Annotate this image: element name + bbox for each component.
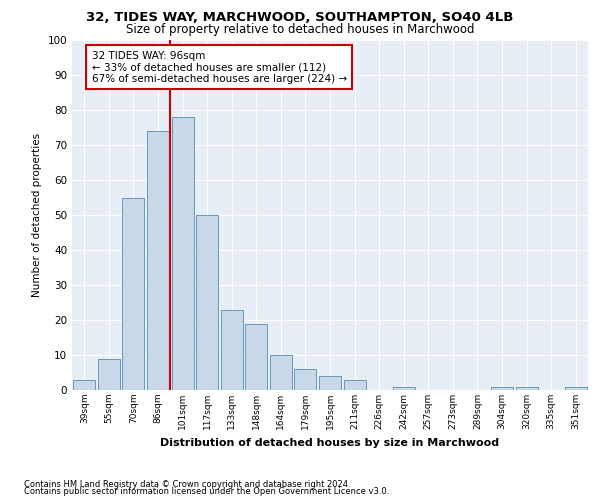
Bar [73, 380, 95, 390]
Bar [344, 380, 365, 390]
Text: Size of property relative to detached houses in Marchwood: Size of property relative to detached ho… [126, 22, 474, 36]
Bar [221, 310, 243, 390]
Text: 32 TIDES WAY: 96sqm
← 33% of detached houses are smaller (112)
67% of semi-detac: 32 TIDES WAY: 96sqm ← 33% of detached ho… [92, 50, 347, 84]
Bar [319, 376, 341, 390]
Text: Distribution of detached houses by size in Marchwood: Distribution of detached houses by size … [160, 438, 500, 448]
Bar [565, 386, 587, 390]
Bar [392, 386, 415, 390]
Bar [122, 198, 145, 390]
Bar [172, 117, 194, 390]
Y-axis label: Number of detached properties: Number of detached properties [32, 133, 42, 297]
Bar [515, 386, 538, 390]
Bar [295, 369, 316, 390]
Bar [147, 131, 169, 390]
Bar [491, 386, 513, 390]
Text: 32, TIDES WAY, MARCHWOOD, SOUTHAMPTON, SO40 4LB: 32, TIDES WAY, MARCHWOOD, SOUTHAMPTON, S… [86, 11, 514, 24]
Text: Contains HM Land Registry data © Crown copyright and database right 2024.: Contains HM Land Registry data © Crown c… [24, 480, 350, 489]
Bar [196, 215, 218, 390]
Bar [98, 358, 120, 390]
Bar [245, 324, 268, 390]
Text: Contains public sector information licensed under the Open Government Licence v3: Contains public sector information licen… [24, 487, 389, 496]
Bar [270, 355, 292, 390]
